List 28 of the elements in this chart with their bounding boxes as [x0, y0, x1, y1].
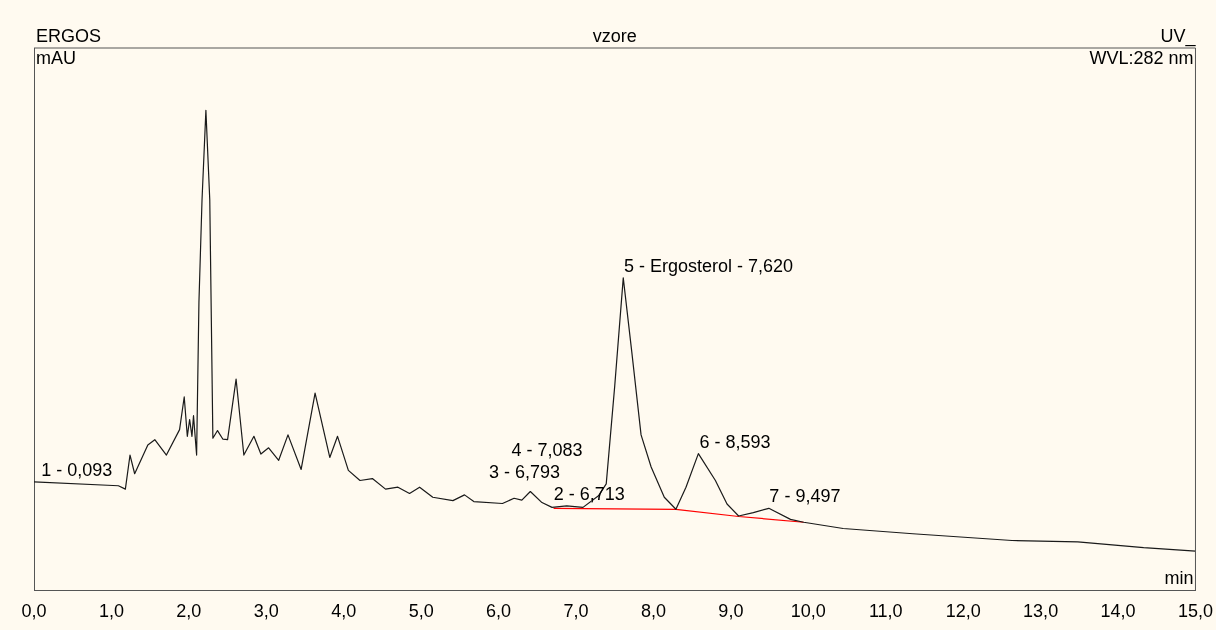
annotation: 6 - 8,593 — [699, 431, 771, 452]
x-tick-label: 9,0 — [718, 601, 744, 622]
x-tick-label: 15,0 — [1177, 601, 1214, 622]
text: WVL:282 nm — [1089, 47, 1194, 68]
x-tick-label: 14,0 — [1100, 601, 1136, 622]
x-tick-label: 10,0 — [790, 601, 826, 622]
x-tick-label: 12,0 — [945, 601, 981, 622]
text: ERGOS — [36, 26, 102, 46]
x-tick-label: 8,0 — [640, 601, 666, 622]
annotation: 1 - 0,093 — [41, 459, 113, 480]
annotation: 3 - 6,793 — [488, 461, 561, 482]
x-tick-label: 1,0 — [98, 601, 124, 622]
text: UV_ — [1160, 26, 1197, 47]
x-tick-label: 2,0 — [176, 601, 202, 622]
x-tick-label: 6,0 — [486, 601, 512, 622]
annotation: 5 - Ergosterol - 7,620 — [624, 255, 794, 276]
annotation: 7 - 9,497 — [769, 486, 841, 507]
x-tick-label: 11,0 — [868, 601, 903, 622]
y-axis-title: mAU — [36, 47, 76, 68]
x-tick-label: 5,0 — [408, 601, 434, 622]
x-tick-label: 7,0 — [563, 601, 589, 622]
x-tick-label: 13,0 — [1023, 601, 1059, 622]
x-tick-label: 3,0 — [253, 601, 279, 622]
x-axis-title: min — [1164, 568, 1194, 589]
x-tick-label: 4,0 — [331, 601, 357, 622]
chart-title: vzore — [592, 26, 637, 46]
x-tick-label: 0,0 — [21, 601, 47, 622]
annotation: 4 - 7,083 — [511, 439, 583, 460]
